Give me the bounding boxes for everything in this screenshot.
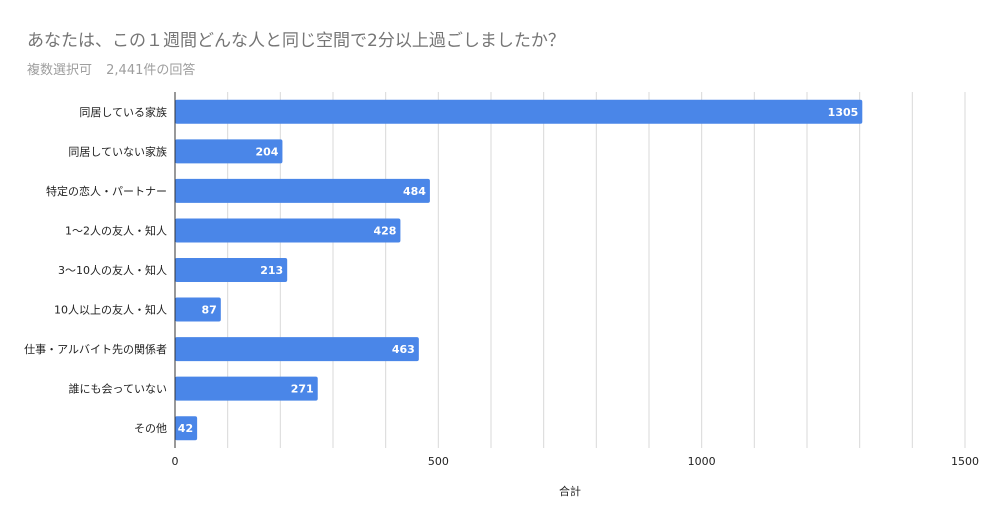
bar [175, 297, 221, 322]
value-label: 42 [178, 422, 193, 435]
bar [175, 258, 288, 282]
value-label: 204 [255, 145, 278, 158]
category-label: 10人以上の友人・知人 [54, 303, 167, 317]
value-label: 271 [291, 383, 314, 396]
category-label: その他 [134, 422, 167, 435]
bar [175, 139, 283, 164]
value-label: 463 [392, 343, 415, 356]
grid-lines [227, 92, 966, 448]
category-label: 3〜10人の友人・知人 [58, 263, 167, 277]
category-label: 仕事・アルバイト先の関係者 [24, 343, 167, 356]
value-label: 87 [202, 304, 217, 317]
chart-title: あなたは、この１週間どんな人と同じ空間で2分以上過ごしましたか？ [27, 31, 565, 51]
bar [175, 178, 430, 203]
x-tick-labels: 0 500 1000 1500 [172, 455, 980, 468]
chart-subtitle: 複数選択可 2,441件の回答 [27, 59, 195, 78]
value-label: 1305 [828, 106, 859, 119]
bar [175, 218, 401, 243]
x-axis-title: 合計 [559, 484, 581, 498]
x-tick-label: 500 [428, 455, 449, 468]
value-labels: 1305 204 484 428 213 87 463 271 42 [178, 106, 858, 435]
category-label: 特定の恋人・パートナー [46, 184, 167, 198]
x-tick-label: 0 [172, 455, 179, 468]
bar [175, 376, 318, 401]
bar [175, 99, 863, 124]
x-tick-label: 1500 [951, 455, 979, 468]
category-label: 誰にも会っていない [69, 382, 167, 396]
category-label: 1〜2人の友人・知人 [65, 223, 167, 237]
category-label: 同居している家族 [79, 105, 167, 119]
response-count-text: 2,441件の回答 [106, 63, 196, 78]
value-label: 213 [260, 264, 283, 277]
category-label: 同居していない家族 [68, 144, 167, 158]
bar [175, 416, 198, 441]
x-tick-label: 1000 [688, 455, 716, 468]
value-label: 484 [403, 185, 426, 198]
selection-mode-text: 複数選択可 [27, 63, 93, 78]
bar [175, 337, 419, 362]
value-label: 428 [373, 224, 396, 237]
bars [175, 99, 863, 441]
